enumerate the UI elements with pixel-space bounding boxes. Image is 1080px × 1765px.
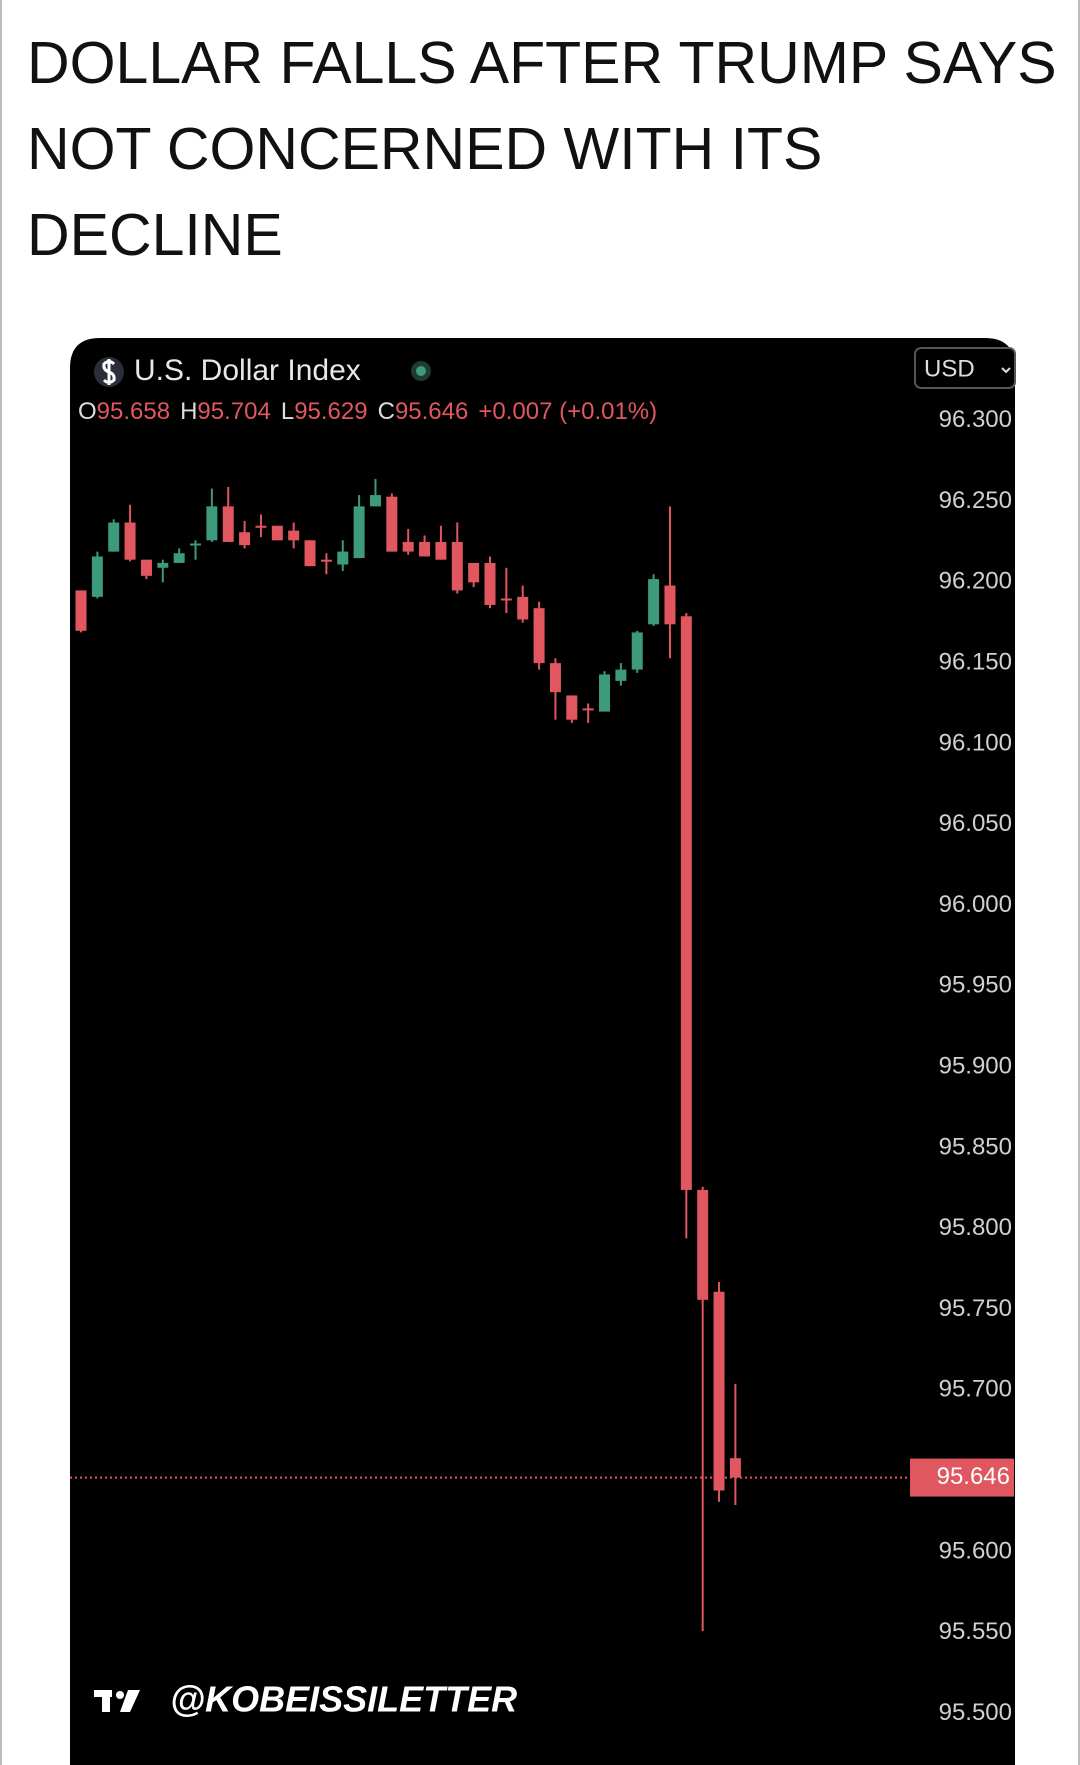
candle-body	[75, 590, 87, 631]
candle-body	[566, 695, 578, 720]
candle-body	[549, 663, 561, 693]
y-tick-label: 96.100	[939, 729, 1012, 756]
ohlc-key: L	[281, 398, 294, 425]
candle-body	[484, 562, 496, 605]
candle-body	[697, 1189, 709, 1300]
ohlc-key: C	[378, 398, 395, 425]
ohlc-value: 95.629	[294, 398, 367, 425]
candle-body	[124, 522, 136, 560]
candle-body	[664, 585, 676, 625]
headline: DOLLAR FALLS AFTER TRUMP SAYS NOT CONCER…	[27, 30, 1057, 268]
y-tick-label: 95.850	[939, 1133, 1012, 1160]
y-tick-label: 95.500	[939, 1699, 1012, 1726]
y-tick-label: 96.050	[939, 810, 1012, 837]
ohlc-value: 95.646	[395, 398, 468, 425]
candle-body	[173, 553, 185, 563]
candle-body	[222, 506, 234, 542]
ohlc-value: 95.658	[97, 398, 170, 425]
candle-body	[190, 543, 202, 546]
y-tick-label: 95.900	[939, 1052, 1012, 1079]
y-tick-label: 95.700	[939, 1376, 1012, 1403]
logo	[94, 1690, 140, 1712]
candle-body	[140, 559, 152, 576]
ohlc-text: O95.658 H95.704 L95.629 C95.646 +0.007 (+0.0…	[78, 398, 657, 425]
candle-body	[419, 541, 431, 557]
candle-body	[320, 559, 332, 562]
candle-body	[271, 525, 283, 541]
candle-body	[451, 541, 463, 591]
candle-body	[157, 562, 169, 568]
candle-body	[500, 598, 512, 601]
candle-body	[680, 616, 692, 1190]
candle-body	[517, 596, 529, 620]
candle-body	[402, 541, 414, 552]
candle-body	[533, 608, 545, 664]
candle-body	[435, 541, 447, 560]
candle-body	[468, 562, 480, 583]
last-price-box	[910, 1458, 1014, 1497]
y-tick-label: 95.550	[939, 1618, 1012, 1645]
y-tick-label: 95.950	[939, 972, 1012, 999]
candle-body	[304, 540, 316, 567]
y-tick-label: 96.200	[939, 568, 1012, 595]
dollar-glyph	[102, 359, 116, 385]
candle-body	[206, 506, 218, 541]
candle-body	[386, 496, 398, 552]
last-price-label: 95.646	[937, 1463, 1010, 1490]
candle-body	[239, 532, 251, 546]
y-tick-label: 96.000	[939, 891, 1012, 918]
candle-body	[91, 556, 103, 597]
symbol-title: U.S. Dollar Index	[134, 354, 361, 387]
candle-body	[337, 551, 349, 565]
watermark: @KOBEISSILETTER	[170, 1679, 517, 1720]
ohlc-key: O	[78, 398, 97, 425]
y-tick-label: 95.750	[939, 1295, 1012, 1322]
y-tick-label: 95.800	[939, 1214, 1012, 1241]
candle-body	[648, 579, 660, 625]
ohlc-value: 95.704	[197, 398, 270, 425]
candle-body	[582, 708, 594, 711]
ohlc-legend: O95.658 H95.704 L95.629 C95.646 +0.007 (+0.0…	[78, 398, 657, 425]
currency-box[interactable]	[914, 347, 1016, 389]
candle-body	[615, 669, 627, 681]
candle-body	[631, 632, 643, 670]
candle-body	[713, 1291, 725, 1491]
dropdown-arrow[interactable]	[1001, 367, 1011, 374]
chart-panel	[70, 338, 1015, 1765]
candle-body	[288, 530, 300, 541]
change: +0.007 (+0.01%)	[478, 398, 657, 425]
candle-body	[729, 1458, 741, 1478]
y-tick-label: 96.300	[939, 406, 1012, 433]
ohlc-key: H	[180, 398, 197, 425]
candle-body	[255, 525, 267, 528]
candle-body	[108, 522, 120, 552]
y-tick-label: 96.150	[939, 648, 1012, 675]
candle-body	[599, 674, 611, 712]
status-dot	[416, 366, 426, 376]
currency[interactable]: USD	[924, 355, 975, 382]
y-tick-label: 96.250	[939, 487, 1012, 514]
y-tick-label: 95.600	[939, 1537, 1012, 1564]
candle-body	[369, 495, 381, 507]
candle-body	[353, 506, 365, 559]
